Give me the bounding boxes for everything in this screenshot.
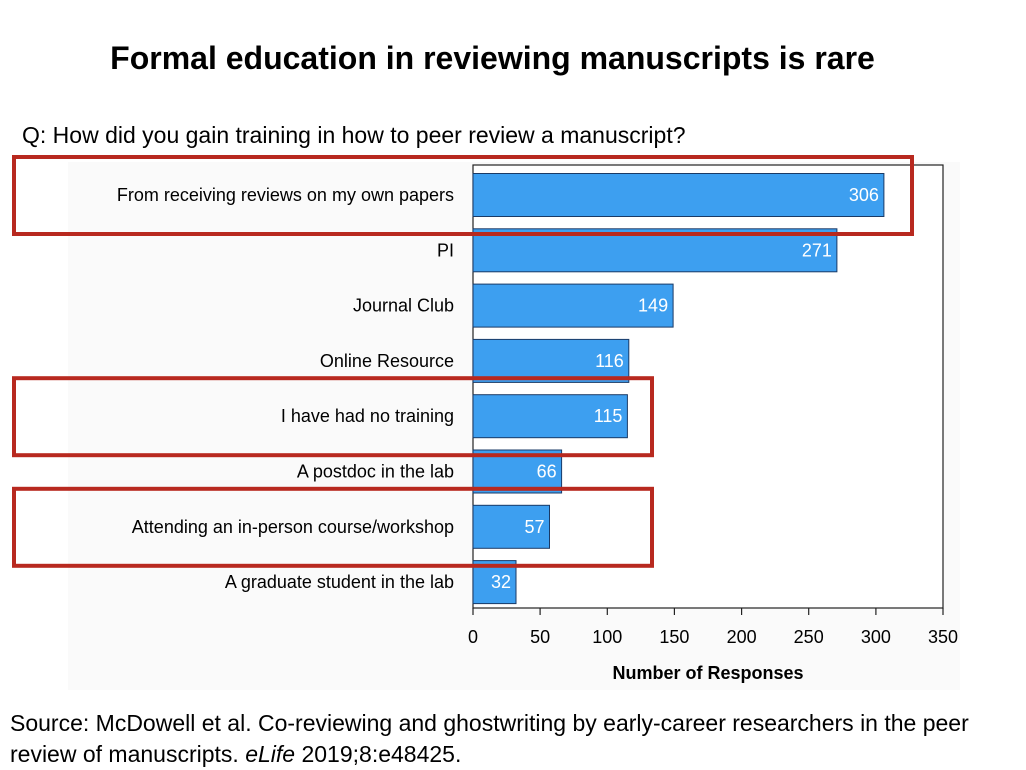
category-label: I have had no training <box>281 406 454 426</box>
data-label: 149 <box>638 296 668 316</box>
slide-title: Formal education in reviewing manuscript… <box>110 40 875 76</box>
highlight-box <box>12 155 914 236</box>
category-label: Online Resource <box>320 351 454 371</box>
category-label: From receiving reviews on my own papers <box>117 185 454 205</box>
bar <box>472 504 550 549</box>
data-label: 306 <box>849 185 879 205</box>
x-tick-label: 50 <box>530 627 550 647</box>
highlight-box <box>12 376 654 458</box>
bar <box>472 394 628 439</box>
category-label: PI <box>437 240 454 260</box>
data-label: 66 <box>537 462 557 482</box>
x-tick-label: 0 <box>468 627 478 647</box>
bar <box>472 283 674 328</box>
source-journal: eLife <box>245 741 296 767</box>
x-tick-label: 350 <box>928 627 958 647</box>
source-reference: 2019;8:e48425. <box>295 741 462 767</box>
x-tick-label: 200 <box>727 627 757 647</box>
bar <box>472 338 630 383</box>
survey-question: Q: How did you gain training in how to p… <box>22 122 686 148</box>
data-label: 116 <box>595 351 624 371</box>
data-label: 271 <box>802 240 832 260</box>
data-label: 57 <box>524 517 544 537</box>
data-label: 32 <box>491 572 511 592</box>
x-tick-label: 150 <box>659 627 689 647</box>
category-label: A graduate student in the lab <box>225 572 454 592</box>
data-label: 115 <box>594 406 623 426</box>
x-tick-label: 250 <box>794 627 824 647</box>
source-text: Source: McDowell et al. Co-reviewing and… <box>10 710 969 767</box>
x-tick-label: 100 <box>592 627 622 647</box>
category-label: Attending an in-person course/workshop <box>132 517 454 537</box>
x-axis-title: Number of Responses <box>612 663 803 683</box>
highlight-box <box>12 486 654 568</box>
bar <box>472 173 885 217</box>
category-label: Journal Club <box>353 296 454 316</box>
bar-chart: From receiving reviews on my own papers P… <box>12 155 959 683</box>
category-label: A postdoc in the lab <box>297 462 454 482</box>
source-citation: Source: McDowell et al. Co-reviewing and… <box>10 708 1010 770</box>
x-tick-label: 300 <box>861 627 891 647</box>
